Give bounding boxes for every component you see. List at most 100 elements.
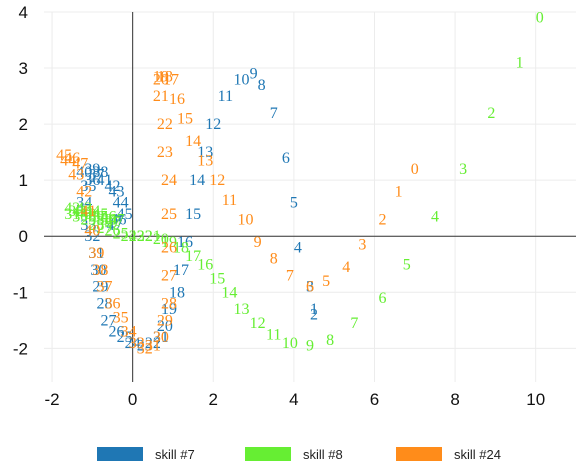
data-point-label: 19 [161,301,177,318]
data-point-label: 17 [163,71,179,88]
data-point-label: 38 [92,262,108,279]
data-point-label: 40 [80,206,96,223]
data-point-label: 5 [322,273,330,290]
data-point-label: 7 [270,105,278,122]
x-tick-label: 2 [209,390,218,409]
data-point-label: 28 [96,296,112,313]
data-point-label: 13 [197,153,213,170]
data-point-label: 42 [105,178,121,195]
data-point-label: 21 [153,329,169,346]
data-point-label: 39 [84,161,100,178]
legend-item-skill-24[interactable]: skill #24 [396,444,501,464]
data-point-label: 1 [310,301,318,318]
y-tick-label: 4 [19,3,28,22]
data-point-label: 30 [153,329,169,346]
data-point-label: 43 [68,167,84,184]
data-point-label: 2 [310,307,318,324]
x-tick-label: 8 [450,390,459,409]
data-point-label: 43 [109,183,125,200]
data-point-label: 41 [80,203,96,220]
data-point-label: 37 [88,167,104,184]
data-points: 1234567891011121314151617181920212223242… [56,10,544,358]
data-point-label: 7 [286,267,294,284]
data-point-label: 15 [209,270,225,287]
data-point-label: 20 [153,231,169,248]
data-point-label: 36 [100,211,116,228]
data-point-label: 14 [185,133,201,150]
data-point-label: 41 [96,172,112,189]
data-point-label: 6 [379,290,387,307]
data-point-label: 8 [270,251,278,268]
data-point-label: 32 [137,340,153,357]
data-point-label: 19 [161,234,177,251]
data-point-label: 10 [238,211,254,228]
data-point-label: 25 [117,329,133,346]
data-point-label: 17 [173,262,189,279]
data-point-label: 10 [233,71,249,88]
data-point-label: 3 [358,237,366,254]
data-point-label: 28 [161,296,177,313]
data-point-label: 38 [92,164,108,181]
data-point-label: 11 [266,326,281,343]
data-point-label: 47 [107,217,123,234]
y-tick-label: -2 [13,339,28,358]
data-point-label: 25 [113,225,129,242]
x-tick-label: -2 [44,390,59,409]
data-point-label: 43 [76,200,92,217]
data-point-label: 37 [105,214,121,231]
data-point-label: 41 [72,203,88,220]
data-point-label: 34 [121,324,137,341]
data-point-label: 45 [92,206,108,223]
x-tick-label: 6 [370,390,379,409]
data-point-label: 36 [105,296,121,313]
legend: skill #7 skill #8 skill #24 [0,444,581,464]
data-point-label: 12 [209,172,225,189]
legend-item-skill-7[interactable]: skill #7 [97,444,195,464]
data-point-label: 27 [161,267,177,284]
data-point-label: 1 [395,183,403,200]
data-point-label: 40 [84,223,100,240]
data-point-label: 15 [185,206,201,223]
data-point-label: 7 [350,315,358,332]
data-point-label: 13 [197,144,213,161]
data-point-label: 9 [250,66,258,83]
data-point-label: 17 [185,248,201,265]
data-point-label: 26 [105,223,121,240]
data-point-label: 45 [56,147,72,164]
data-point-label: 44 [60,153,76,170]
data-point-label: 24 [125,335,141,352]
data-point-label: 6 [306,279,314,296]
data-point-label: 2 [487,105,495,122]
data-point-label: 31 [145,338,161,355]
data-point-label: 38 [96,211,112,228]
data-point-label: 33 [80,217,96,234]
data-point-label: 20 [157,318,173,335]
data-point-label: 18 [169,284,185,301]
data-point-label: 5 [403,256,411,273]
data-point-label: 6 [282,150,290,167]
data-point-label: 44 [113,195,129,212]
data-point-label: 4 [294,239,302,256]
data-point-label: 14 [189,172,205,189]
data-point-label: 31 [88,245,104,262]
data-point-label: 32 [68,203,84,220]
data-point-label: 9 [254,234,262,251]
x-tick-label: 0 [128,390,137,409]
y-tick-label: 1 [19,171,28,190]
y-tick-label: 0 [19,227,28,246]
data-point-label: 31 [64,206,80,223]
series-skill-8: 0123456789101112131415161718192021222324… [64,10,544,355]
legend-item-skill-8[interactable]: skill #8 [245,444,343,464]
data-point-label: 23 [157,144,173,161]
data-point-label: 42 [64,200,80,217]
data-point-label: 35 [92,209,108,226]
data-point-label: 29 [92,279,108,296]
data-point-label: 30 [72,209,88,226]
data-point-label: 44 [84,203,100,220]
data-point-label: 24 [161,172,177,189]
data-point-label: 12 [250,315,266,332]
data-point-label: 18 [173,239,189,256]
data-point-label: 22 [137,228,153,245]
data-point-label: 8 [258,77,266,94]
